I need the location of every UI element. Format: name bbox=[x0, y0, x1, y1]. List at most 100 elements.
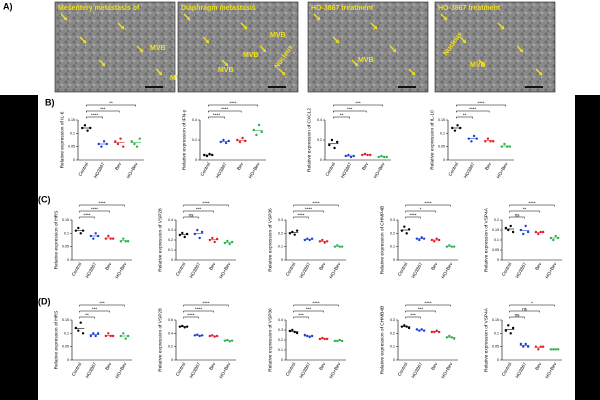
data-point bbox=[407, 326, 411, 330]
x-tick-label: HO+Bev bbox=[248, 161, 261, 179]
significance-label: *** bbox=[355, 100, 361, 105]
significance-label: **** bbox=[202, 200, 209, 205]
data-point bbox=[74, 229, 78, 232]
significance-bracket bbox=[79, 304, 125, 307]
y-axis-label: Relative expression of VSP28 bbox=[157, 208, 163, 272]
arrow-head bbox=[186, 16, 190, 20]
data-point bbox=[181, 231, 184, 235]
x-tick-label: Control bbox=[175, 262, 187, 277]
data-point bbox=[522, 345, 525, 348]
arrow-head bbox=[63, 16, 67, 20]
data-point bbox=[415, 328, 419, 331]
significance-label: ns bbox=[189, 212, 195, 217]
y-tick-label: 0 bbox=[320, 158, 322, 162]
significance-bracket bbox=[79, 216, 95, 219]
y-tick-label: 0.05 bbox=[62, 245, 69, 249]
y-axis-label: Relative expression of IFN-γ bbox=[181, 109, 187, 170]
data-point bbox=[308, 238, 311, 242]
data-point bbox=[321, 238, 324, 242]
significance-bracket bbox=[293, 216, 309, 219]
x-tick-label: Control bbox=[397, 262, 409, 277]
x-tick-label: HO3867 bbox=[299, 361, 312, 379]
significance-label: ns bbox=[515, 212, 521, 217]
x-tick-label: Control bbox=[501, 362, 513, 377]
data-point bbox=[363, 152, 367, 156]
data-point bbox=[321, 336, 324, 340]
x-tick-label: Control bbox=[71, 262, 83, 277]
significance-label: *** bbox=[410, 312, 416, 317]
x-tick-label: Control bbox=[71, 362, 83, 377]
significance-bracket bbox=[293, 204, 339, 207]
data-point bbox=[549, 236, 553, 240]
data-point bbox=[257, 123, 261, 127]
x-tick-label: HO3867 bbox=[411, 361, 424, 379]
significance-bracket bbox=[183, 216, 199, 219]
significance-label: * bbox=[531, 300, 533, 305]
significance-bracket bbox=[405, 304, 451, 307]
y-axis-label: Relative expression of CHMP4B bbox=[379, 206, 385, 275]
y-tick-label: 0.6 bbox=[168, 318, 173, 322]
data-point bbox=[295, 331, 299, 335]
arrow-head bbox=[500, 25, 504, 29]
significance-bracket bbox=[333, 110, 367, 113]
data-point bbox=[420, 328, 423, 331]
significance-bracket bbox=[183, 204, 229, 207]
data-point bbox=[336, 339, 339, 343]
data-point bbox=[554, 234, 557, 238]
arrow-head bbox=[82, 39, 86, 43]
x-tick-label: HO3867 bbox=[340, 161, 353, 179]
arrow-head bbox=[281, 71, 285, 75]
data-point bbox=[333, 146, 336, 150]
data-point bbox=[539, 230, 542, 234]
data-point bbox=[228, 340, 231, 343]
micrograph bbox=[177, 1, 299, 93]
y-tick-label: 0.1 bbox=[278, 245, 283, 249]
data-point bbox=[405, 232, 408, 235]
y-tick-label: 0.15 bbox=[438, 118, 445, 122]
x-tick-label: HO3867 bbox=[299, 261, 312, 279]
significance-label: ** bbox=[109, 100, 113, 105]
data-point bbox=[288, 232, 292, 235]
data-point bbox=[552, 238, 555, 242]
significance-bracket bbox=[456, 116, 473, 119]
data-point bbox=[185, 325, 189, 328]
arrow-head bbox=[262, 48, 266, 52]
data-point bbox=[437, 238, 441, 242]
significance-label: ** bbox=[463, 112, 467, 117]
x-tick-label: HO+Bev bbox=[373, 161, 386, 179]
data-point bbox=[255, 133, 258, 137]
significance-label: *** bbox=[99, 300, 105, 305]
y-tick-label: 0 bbox=[171, 358, 173, 362]
significance-bracket bbox=[86, 104, 136, 107]
significance-label: **** bbox=[202, 300, 209, 305]
data-point bbox=[215, 237, 219, 241]
data-point bbox=[534, 230, 538, 234]
y-tick-label: 0.2 bbox=[192, 138, 197, 142]
data-point bbox=[86, 129, 89, 132]
data-point bbox=[211, 236, 214, 240]
x-tick-label: HO+Bev bbox=[114, 361, 127, 379]
significance-label: ** bbox=[523, 206, 527, 211]
data-point bbox=[81, 229, 85, 232]
significance-bracket bbox=[79, 316, 95, 319]
y-tick-label: 0.3 bbox=[278, 218, 283, 222]
data-point bbox=[328, 143, 331, 147]
y-axis-label: Relative expression of VSP4A bbox=[483, 207, 489, 272]
significance-bracket bbox=[293, 304, 339, 307]
significance-label: ns bbox=[515, 312, 521, 317]
x-tick-label: HO+Bev bbox=[328, 261, 341, 279]
data-point bbox=[193, 334, 197, 337]
data-point bbox=[83, 124, 87, 127]
data-point bbox=[511, 230, 515, 234]
y-axis-label: Relative expression of CXCL2 bbox=[306, 108, 312, 172]
x-tick-label: Bev bbox=[104, 361, 113, 371]
y-tick-label: 0 bbox=[171, 258, 173, 262]
data-point bbox=[130, 140, 133, 143]
data-point bbox=[340, 339, 344, 343]
data-point bbox=[403, 324, 406, 327]
x-tick-label: Control bbox=[324, 162, 336, 177]
image-caption: Diaphragm metastasis bbox=[181, 5, 256, 12]
x-tick-label: HO3867 bbox=[411, 261, 424, 279]
data-point bbox=[79, 321, 82, 324]
data-point bbox=[96, 332, 100, 335]
